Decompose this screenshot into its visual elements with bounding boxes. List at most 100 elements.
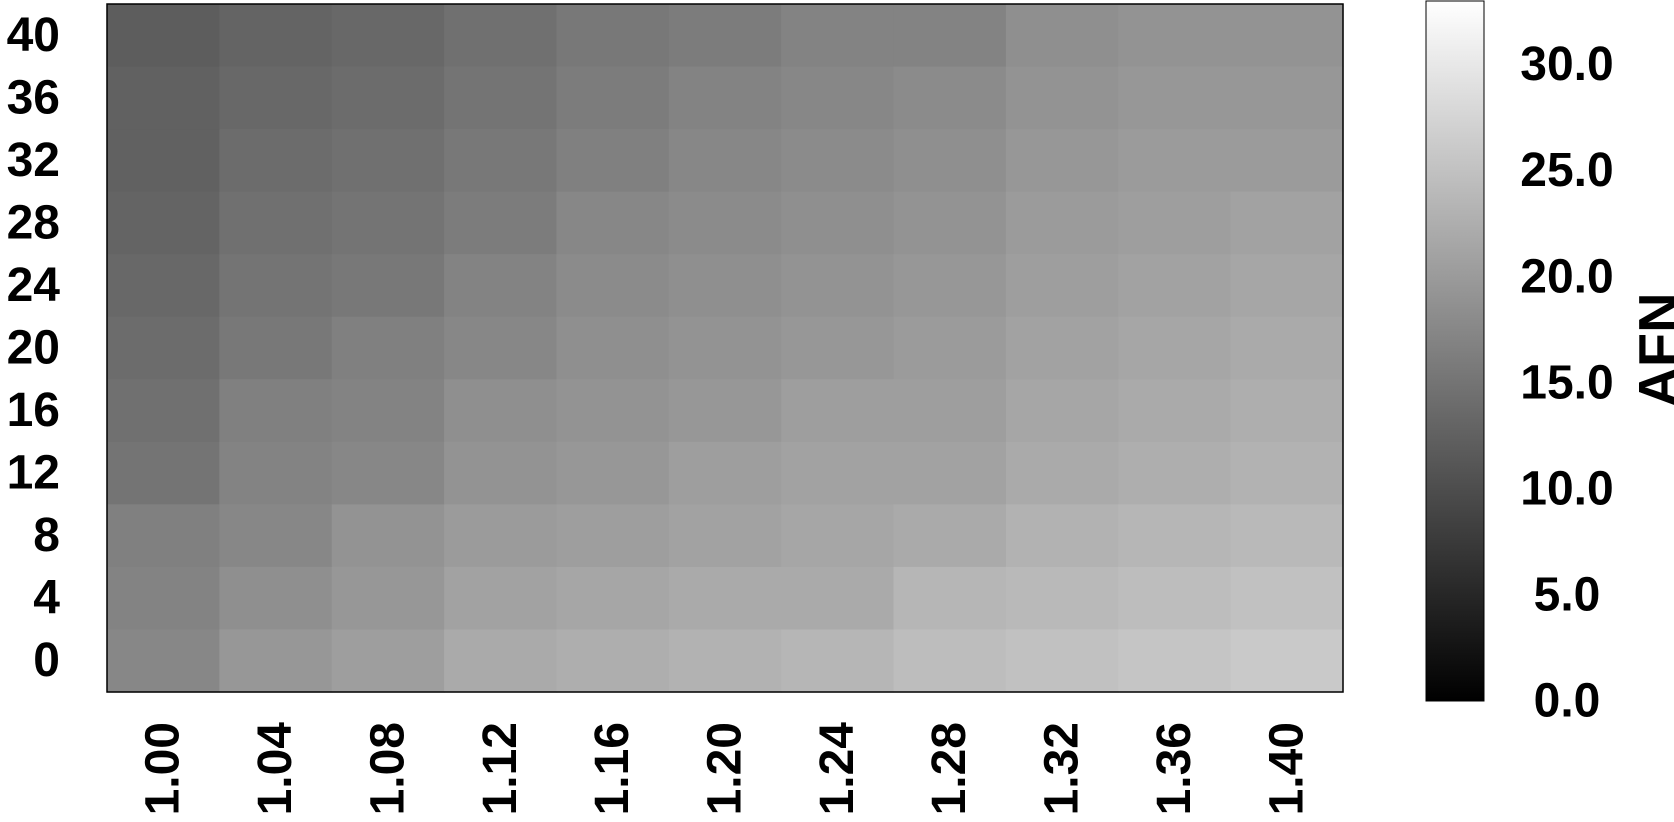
heatmap-cell: [556, 379, 670, 443]
heatmap-cell: [1118, 254, 1232, 318]
heatmap-cell: [1230, 191, 1344, 255]
heatmap-cell: [107, 504, 220, 568]
heatmap-cell: [107, 66, 220, 130]
heatmap-cell: [1230, 566, 1344, 631]
heatmap-cell: [219, 4, 333, 68]
heatmap-cell: [556, 129, 670, 193]
x-tick-label: 1.00: [137, 722, 190, 815]
heatmap-cell: [331, 66, 445, 130]
x-tick-labels: 1.00 1.04 1.08 1.12 1.16 1.20 1.24 1.28 1.32 1.36…: [137, 722, 1314, 816]
heatmap-cell: [107, 566, 220, 631]
x-tick-label: 1.08: [361, 722, 414, 815]
colorbar-tick-label: 15.0: [1520, 356, 1613, 409]
heatmap-cell: [219, 379, 333, 443]
heatmap-cell: [219, 441, 333, 505]
colorbar-tick-label: 30.0: [1520, 38, 1613, 91]
heatmap-cell: [219, 191, 333, 255]
heatmap-cell: [1230, 4, 1344, 68]
heatmap-cell: [331, 316, 445, 380]
heatmap-cell: [668, 191, 782, 255]
heatmap-cell: [1230, 316, 1344, 380]
y-tick-label: 0: [33, 634, 60, 687]
heatmap-cell: [893, 441, 1007, 505]
heatmap-cell: [219, 129, 333, 193]
plot-border: [106, 3, 1344, 693]
heatmap-cell: [1118, 4, 1232, 68]
colorbar-label: AFN: [1627, 292, 1674, 407]
heatmap-cell: [893, 254, 1007, 318]
y-tick-label: 4: [33, 572, 60, 625]
heatmap-cell: [668, 4, 782, 68]
y-tick-label: 16: [7, 384, 60, 437]
heatmap-cell: [107, 4, 220, 68]
heatmap-cell: [1118, 504, 1232, 568]
heatmap-cell: [1005, 629, 1119, 693]
heatmap-cell: [1230, 629, 1344, 693]
heatmap-cell: [444, 441, 558, 505]
heatmap-cell: [1230, 129, 1344, 193]
heatmap-cell: [1118, 316, 1232, 380]
y-tick-label: 24: [7, 259, 61, 312]
heatmap-cell: [893, 66, 1007, 130]
heatmap-cell: [781, 379, 895, 443]
heatmap-cell: [1230, 66, 1344, 130]
heatmap-cell: [668, 129, 782, 193]
x-tick-label: 1.20: [699, 722, 752, 815]
heatmap-cell: [1005, 191, 1119, 255]
x-tick-label: 1.36: [1148, 722, 1201, 815]
heatmap-cell: [444, 254, 558, 318]
y-tick-label: 32: [7, 134, 60, 187]
heatmap-cell: [781, 129, 895, 193]
heatmap-cell: [781, 66, 895, 130]
colorbar: [1425, 0, 1485, 702]
heatmap-cell: [893, 504, 1007, 568]
heatmap-cell: [444, 4, 558, 68]
heatmap-cell: [893, 129, 1007, 193]
heatmap-cell: [331, 504, 445, 568]
y-tick-label: 36: [7, 71, 60, 124]
heatmap-cell: [668, 379, 782, 443]
y-tick-label: 12: [7, 447, 60, 500]
heatmap-cell: [444, 504, 558, 568]
y-tick-label: 8: [33, 509, 60, 562]
heatmap-cell: [1118, 441, 1232, 505]
heatmap-cell: [893, 191, 1007, 255]
heatmap-cell: [1005, 316, 1119, 380]
heatmap-cell: [219, 504, 333, 568]
heatmap-cells: [107, 4, 1344, 693]
x-tick-label: 1.32: [1036, 722, 1089, 815]
heatmap-cell: [781, 629, 895, 693]
heatmap-cell: [1005, 379, 1119, 443]
x-tick-label: 1.28: [923, 722, 976, 815]
x-tick-label: 1.40: [1260, 722, 1313, 815]
heatmap-cell: [893, 629, 1007, 693]
heatmap-cell: [781, 441, 895, 505]
heatmap-cell: [107, 629, 220, 693]
colorbar-tick-label: 20.0: [1520, 250, 1613, 303]
heatmap-cell: [668, 566, 782, 631]
heatmap-cell: [1118, 129, 1232, 193]
heatmap-cell: [1118, 379, 1232, 443]
heatmap-cell: [331, 629, 445, 693]
heatmap-cell: [107, 379, 220, 443]
heatmap-cell: [556, 629, 670, 693]
heatmap-cell: [556, 254, 670, 318]
heatmap-cell: [331, 191, 445, 255]
heatmap-cell: [781, 566, 895, 631]
y-tick-label: 20: [7, 322, 60, 375]
heatmap-cell: [668, 254, 782, 318]
heatmap-cell: [1230, 441, 1344, 505]
heatmap-cell: [556, 191, 670, 255]
heatmap-cell: [1230, 254, 1344, 318]
heatmap-cell: [444, 191, 558, 255]
heatmap-cell: [668, 66, 782, 130]
heatmap-cell: [1005, 66, 1119, 130]
colorbar-tick-label: 5.0: [1534, 568, 1601, 621]
heatmap-cell: [781, 4, 895, 68]
heatmap-cell: [668, 629, 782, 693]
heatmap-cell: [219, 629, 333, 693]
heatmap-cell: [107, 316, 220, 380]
heatmap-cell: [219, 566, 333, 631]
